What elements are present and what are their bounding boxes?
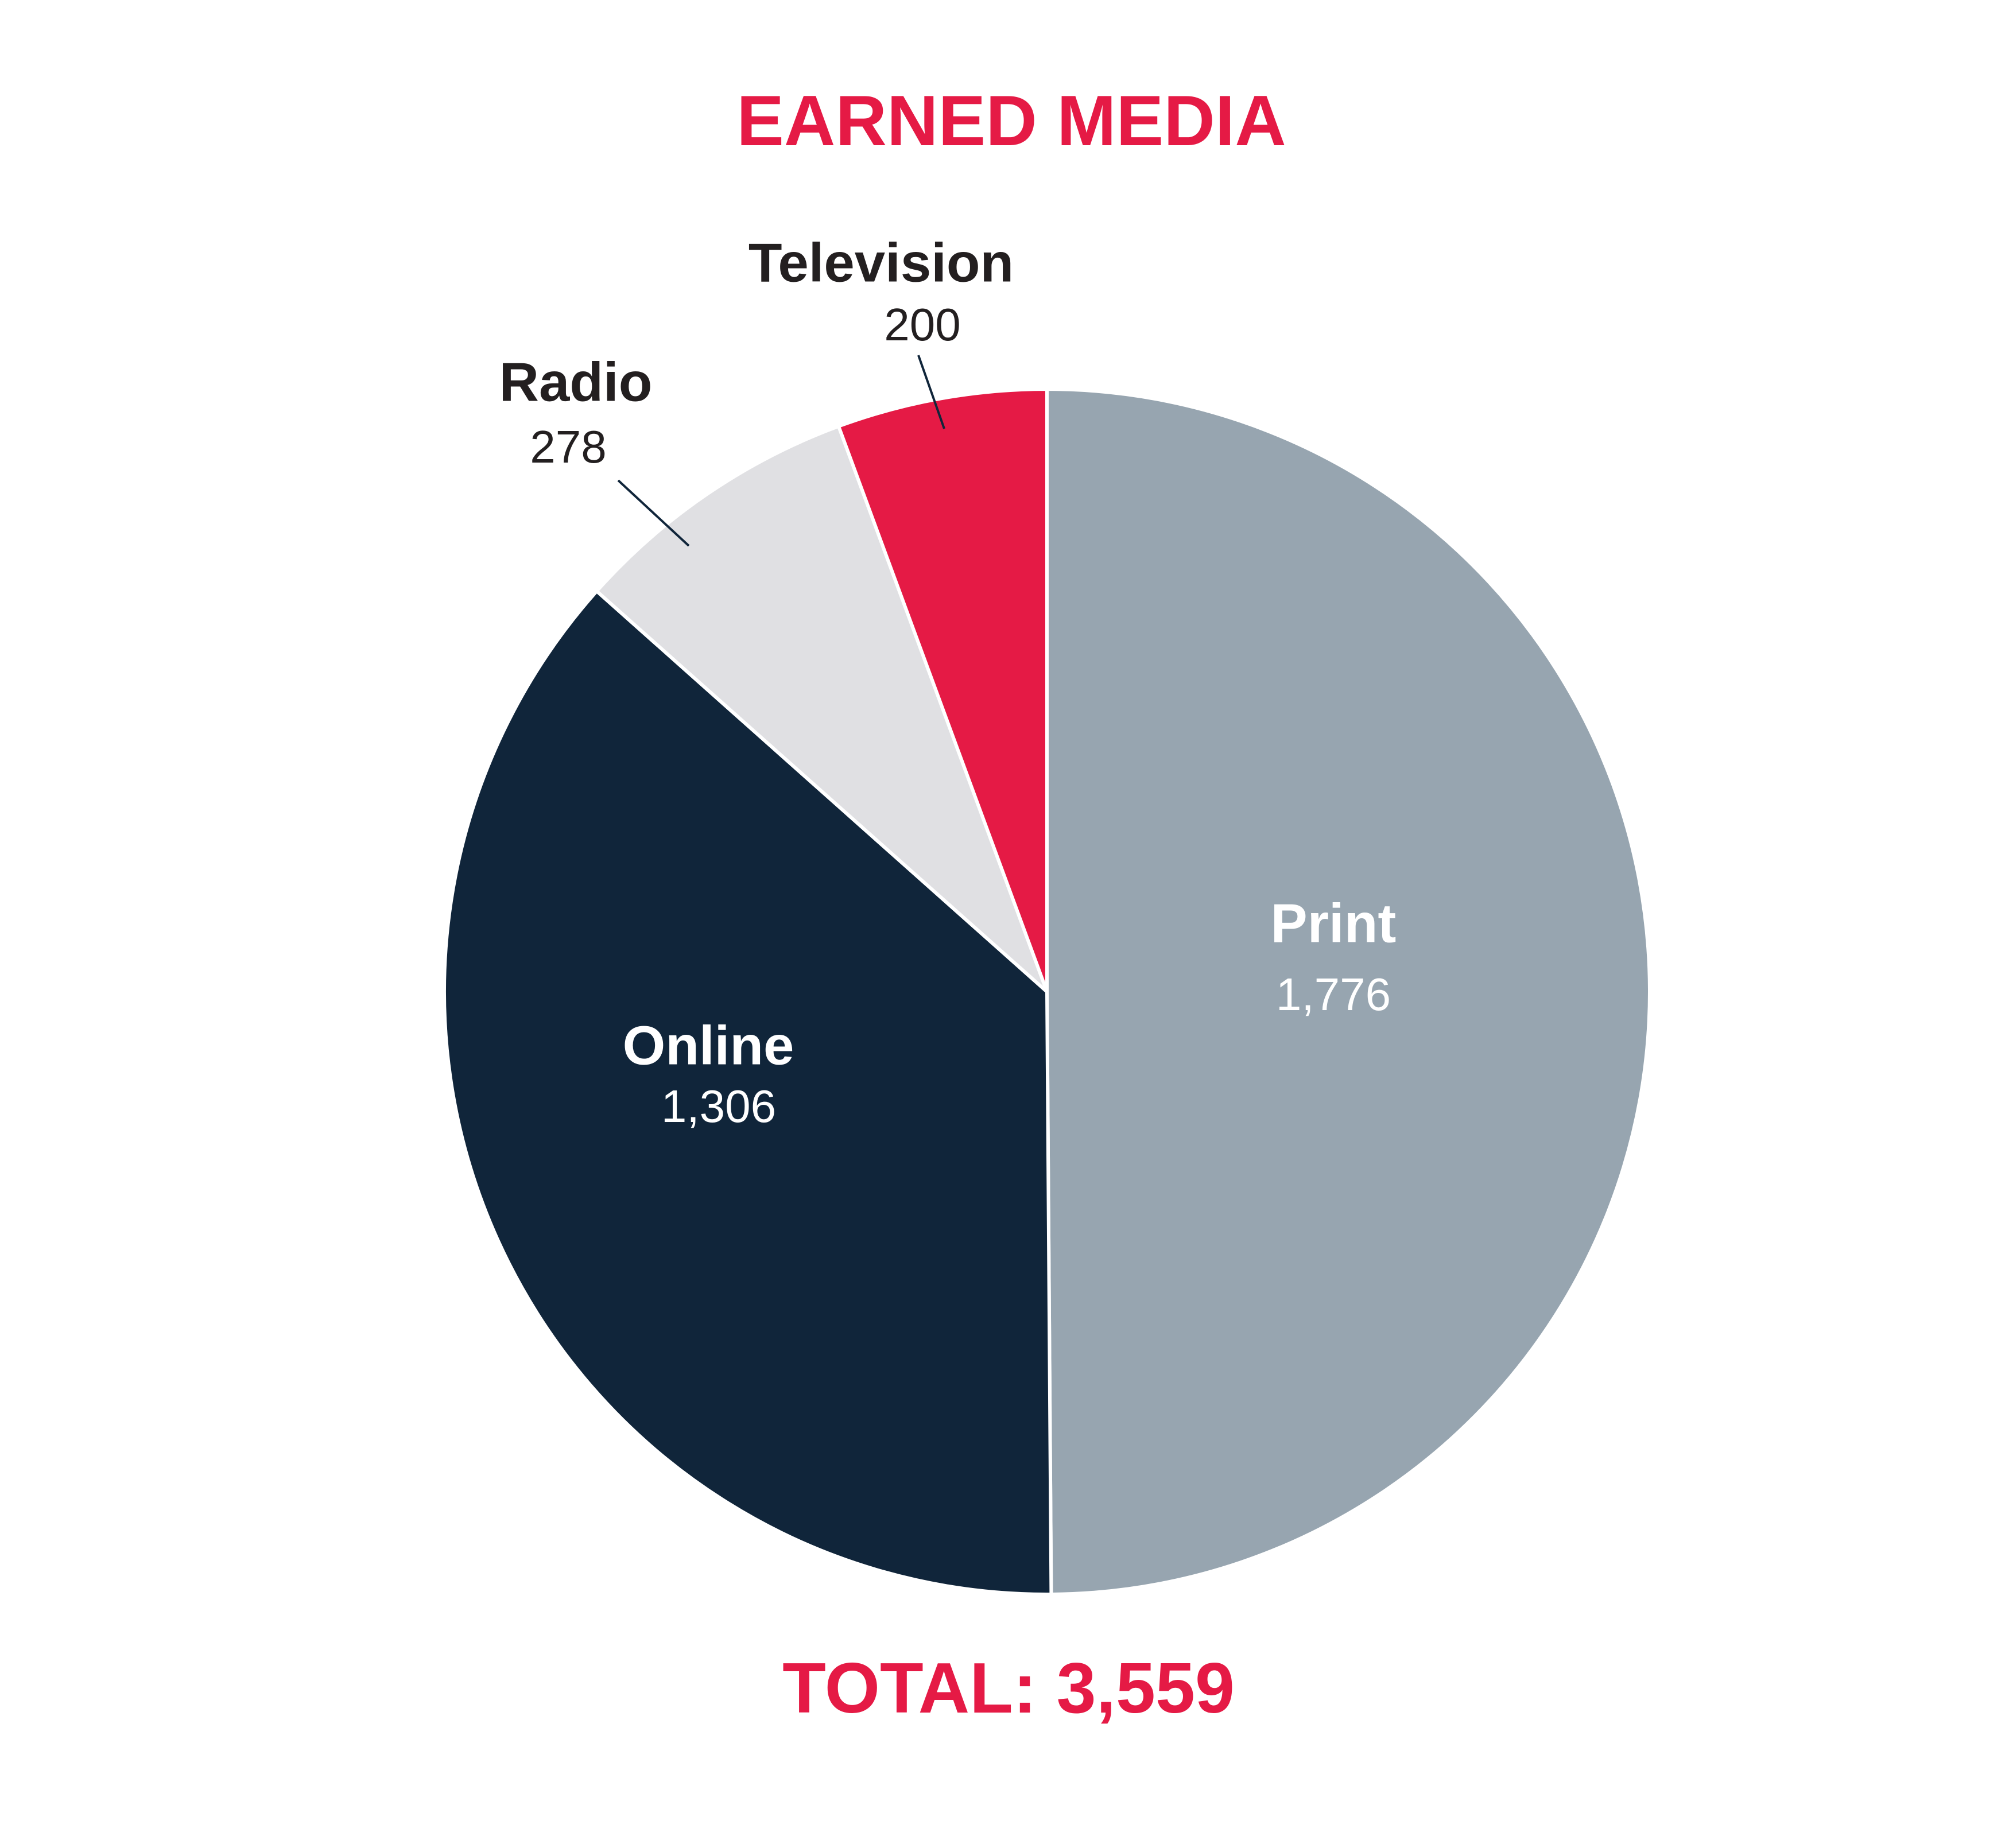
chart-title: EARNED MEDIA [736, 81, 1286, 161]
pie-slice [443, 589, 1053, 1596]
pie-slice [837, 387, 1049, 993]
value-label: 1,776 [1276, 969, 1391, 1020]
value-label: 200 [884, 299, 960, 350]
slice-label: Print [1271, 892, 1397, 954]
slice-label: Online [623, 1015, 794, 1076]
pie-slice [595, 424, 1049, 993]
leader-line [917, 355, 945, 429]
pie-slice [1045, 387, 1651, 1596]
leader-line [617, 479, 690, 547]
total-label: TOTAL: 3,559 [782, 1649, 1235, 1728]
slice-label: Television [748, 232, 1014, 293]
value-label: 1,306 [661, 1081, 776, 1132]
slice-label: Radio [499, 351, 653, 413]
value-label: 278 [530, 421, 606, 472]
